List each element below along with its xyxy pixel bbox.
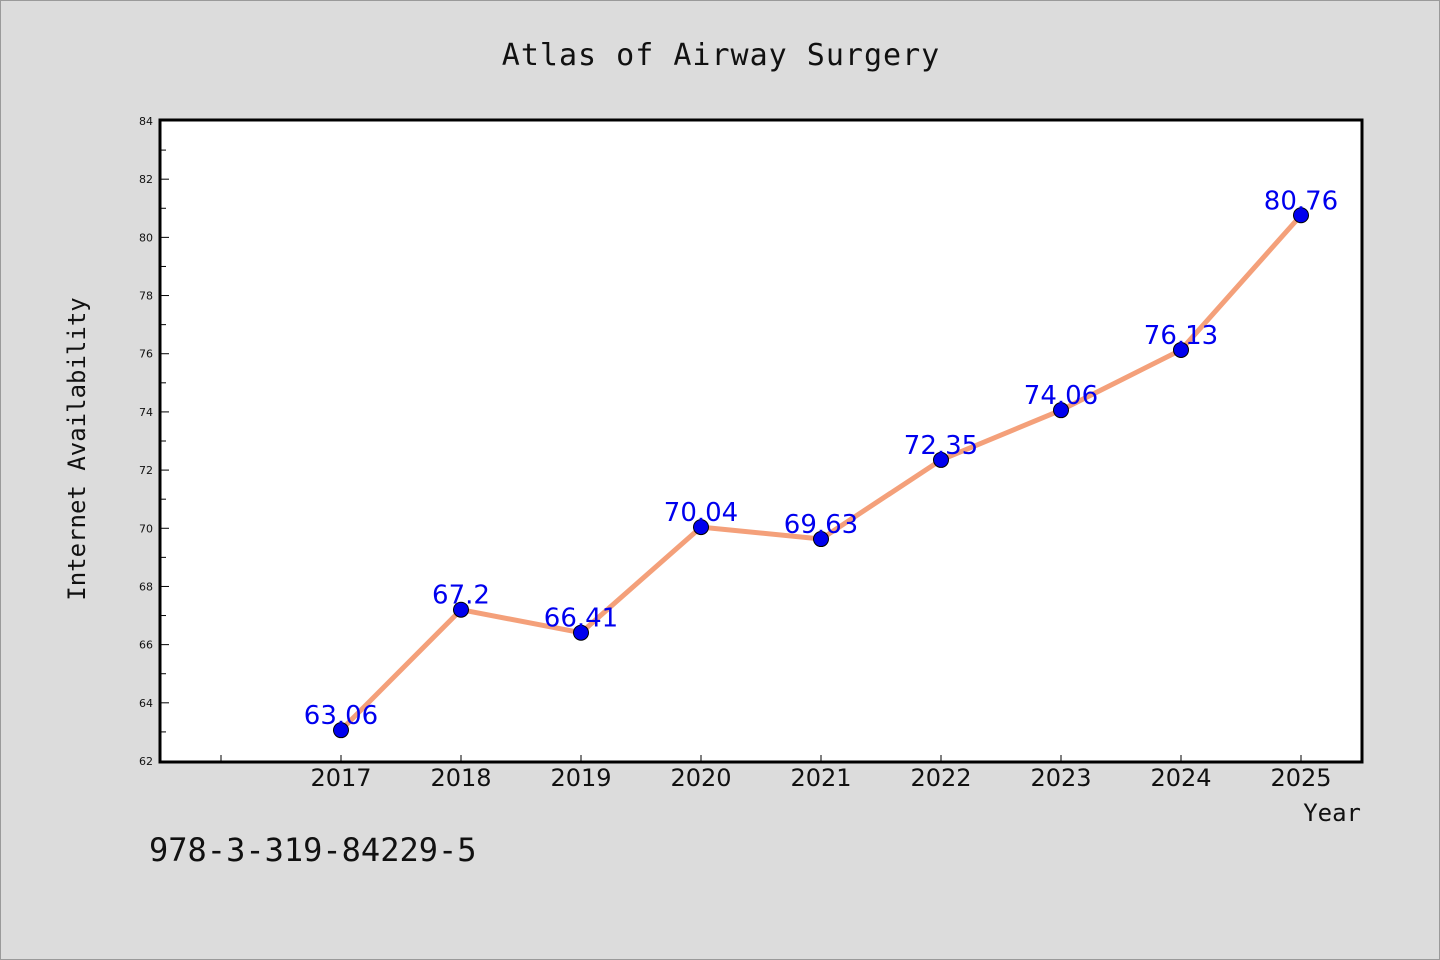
y-axis-title: Internet Availability [63,297,91,600]
x-tick-label: 2025 [1270,764,1331,792]
data-label: 66.41 [544,604,618,634]
data-label: 80.76 [1264,186,1338,216]
x-tick-label: 2022 [910,764,971,792]
data-point [693,519,709,536]
x-axis-title: Year [1303,799,1361,827]
x-tick-label: 2017 [310,764,371,792]
y-tick-label: 66 [139,639,153,652]
data-point [813,531,829,548]
series-points-group [333,207,1309,739]
data-label: 69.63 [784,510,858,540]
y-tick-label: 64 [139,697,153,710]
data-point [573,624,589,641]
chart-title: Atlas of Airway Surgery [502,38,940,73]
data-point [1053,402,1069,419]
x-tick-label: 2021 [790,764,851,792]
y-tick-label: 76 [139,348,153,361]
data-label: 74.06 [1024,381,1098,411]
data-point [333,722,349,739]
y-tick-label: 78 [139,290,153,303]
x-tick-label: 2023 [1030,764,1091,792]
isbn-label: 978-3-319-84229-5 [149,831,477,869]
data-point [933,451,949,468]
y-tick-label: 84 [139,115,153,128]
y-tick-label: 68 [139,580,153,593]
data-labels-group: 63.06 67.2 66.41 70.04 69.63 72.35 74.06 76.13 8… [304,186,1338,731]
plot-area [158,118,1364,764]
x-tick-label: 2019 [550,764,611,792]
data-point [453,601,469,618]
data-label: 67.2 [432,581,490,611]
y-tick-label: 74 [139,406,153,419]
data-label: 63.06 [304,701,378,731]
x-tick-label: 2018 [430,764,491,792]
y-tick-label: 62 [139,755,153,768]
data-point [1173,341,1189,358]
y-tick-label: 70 [139,522,153,535]
x-tick-label: 2024 [1150,764,1211,792]
data-label: 72.35 [904,431,978,461]
y-tick-label: 72 [139,464,153,477]
data-label: 70.04 [664,498,738,528]
x-axis: 2017 2018 2019 2020 2021 2022 2023 2024 2025 [220,755,1332,792]
x-tick-label: 2020 [670,764,731,792]
y-axis: 62 64 66 68 70 72 74 76 78 80 82 84 [139,115,169,768]
data-point [1293,207,1309,224]
data-label: 76.13 [1144,321,1218,351]
y-tick-label: 80 [139,231,153,244]
y-tick-label: 82 [139,173,153,186]
